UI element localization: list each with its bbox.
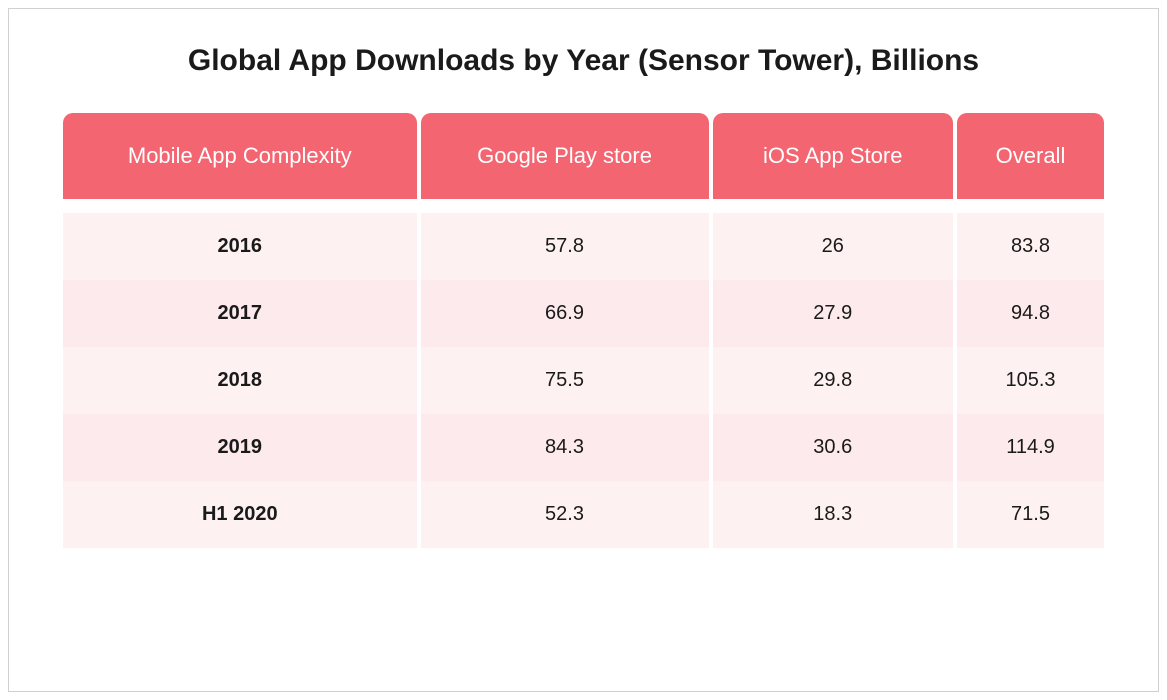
cell-year: 2019 — [63, 414, 417, 481]
col-header-ios: iOS App Store — [713, 113, 953, 199]
cell-ios: 18.3 — [713, 481, 953, 548]
table-row: 2019 84.3 30.6 114.9 — [63, 414, 1104, 481]
cell-overall: 83.8 — [957, 213, 1104, 280]
cell-year: 2017 — [63, 280, 417, 347]
cell-google: 75.5 — [421, 347, 709, 414]
cell-ios: 29.8 — [713, 347, 953, 414]
table-row: H1 2020 52.3 18.3 71.5 — [63, 481, 1104, 548]
downloads-table: Mobile App Complexity Google Play store … — [59, 113, 1108, 548]
cell-year: H1 2020 — [63, 481, 417, 548]
cell-google: 84.3 — [421, 414, 709, 481]
table-header-row: Mobile App Complexity Google Play store … — [63, 113, 1104, 199]
cell-google: 66.9 — [421, 280, 709, 347]
table-container: Global App Downloads by Year (Sensor Tow… — [8, 8, 1159, 692]
cell-ios: 30.6 — [713, 414, 953, 481]
cell-overall: 94.8 — [957, 280, 1104, 347]
cell-ios: 27.9 — [713, 280, 953, 347]
cell-overall: 71.5 — [957, 481, 1104, 548]
table-row: 2018 75.5 29.8 105.3 — [63, 347, 1104, 414]
spacer-row — [63, 199, 1104, 213]
table-row: 2017 66.9 27.9 94.8 — [63, 280, 1104, 347]
cell-google: 57.8 — [421, 213, 709, 280]
cell-year: 2018 — [63, 347, 417, 414]
page-title: Global App Downloads by Year (Sensor Tow… — [59, 44, 1108, 78]
cell-google: 52.3 — [421, 481, 709, 548]
cell-ios: 26 — [713, 213, 953, 280]
col-header-complexity: Mobile App Complexity — [63, 113, 417, 199]
cell-overall: 114.9 — [957, 414, 1104, 481]
col-header-google-play: Google Play store — [421, 113, 709, 199]
table-row: 2016 57.8 26 83.8 — [63, 213, 1104, 280]
cell-overall: 105.3 — [957, 347, 1104, 414]
cell-year: 2016 — [63, 213, 417, 280]
col-header-overall: Overall — [957, 113, 1104, 199]
